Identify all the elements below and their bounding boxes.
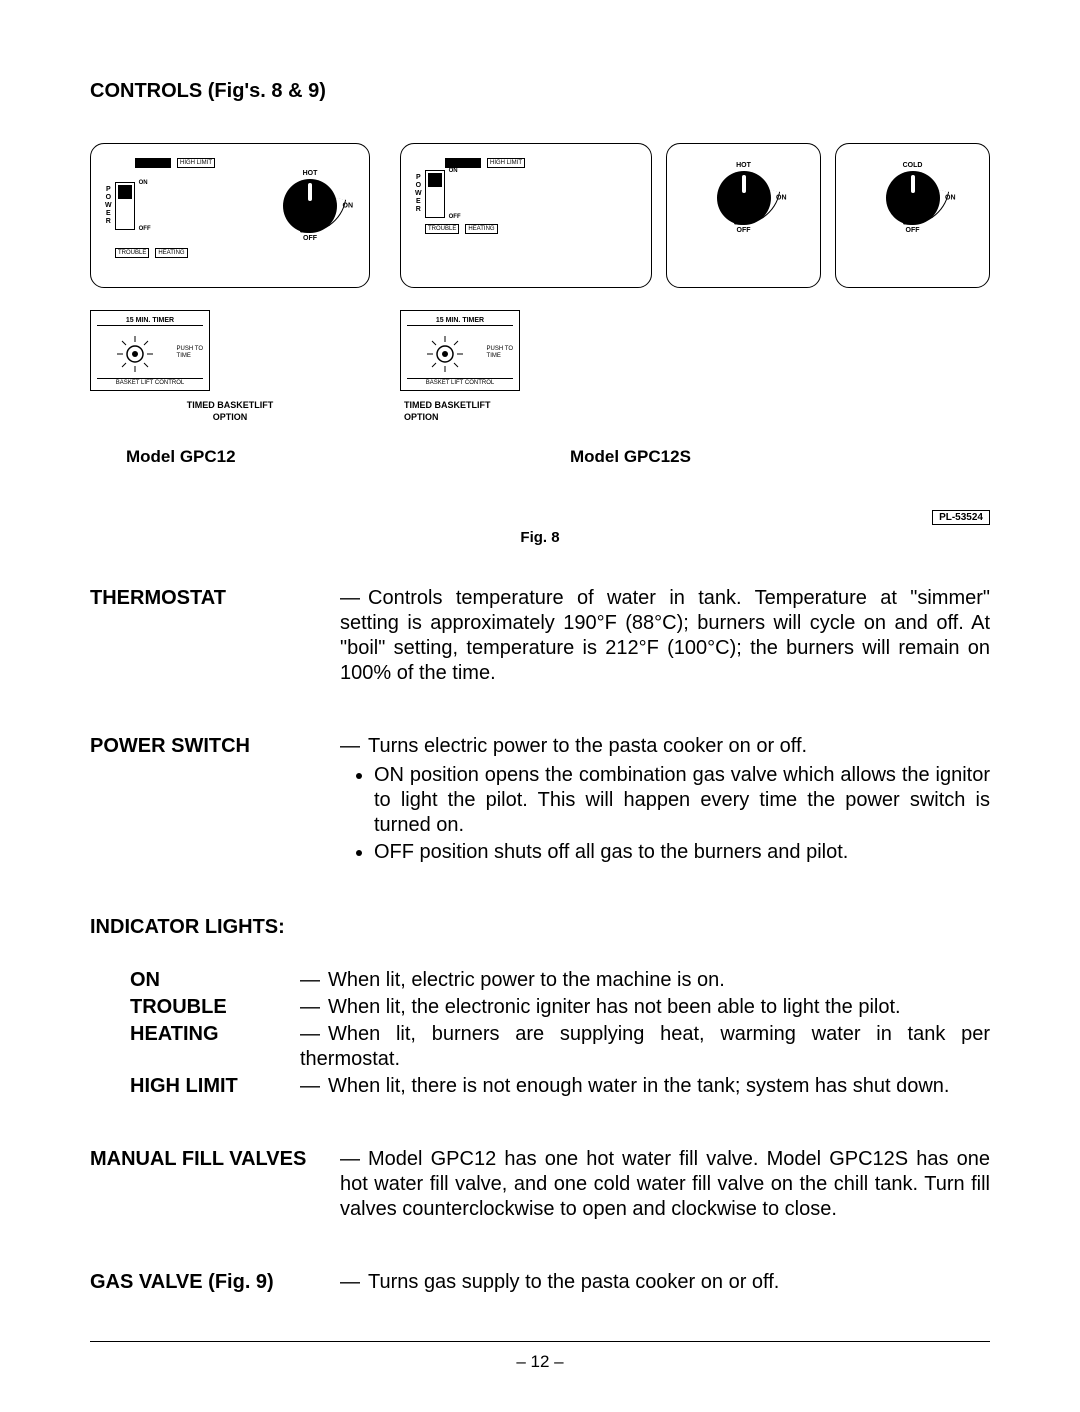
cold-knob-panel: COLD OFF ON	[835, 143, 990, 288]
ind-on-text: When lit, electric power to the machine …	[328, 969, 725, 991]
high-limit-label: HIGH LIMIT	[487, 158, 525, 168]
switch-off-label: OFF	[449, 214, 461, 220]
ind-heating-term: HEATING	[90, 1022, 300, 1047]
ind-trouble-term: TROUBLE	[90, 995, 300, 1020]
power-switch-term: POWER SWITCH	[90, 734, 340, 759]
timer-bottom-label: BASKET LIFT CONTROL	[97, 378, 203, 386]
timer-dial[interactable]	[113, 332, 157, 376]
trouble-label: TROUBLE	[115, 248, 149, 258]
timer-dial[interactable]	[423, 332, 467, 376]
switch-on-label: ON	[139, 180, 148, 186]
hot-label: HOT	[303, 170, 318, 177]
knob-off-label: OFF	[737, 227, 751, 234]
model-right-label: Model GPC12S	[570, 447, 990, 467]
power-switch-bullet-1: ON position opens the combination gas va…	[374, 763, 990, 838]
power-switch-bullet-2: OFF position shuts off all gas to the bu…	[374, 840, 990, 865]
model-left-label: Model GPC12	[126, 447, 370, 467]
page-number: – 12 –	[90, 1352, 990, 1372]
power-switch-text: Turns electric power to the pasta cooker…	[368, 735, 807, 757]
footer-divider	[90, 1341, 990, 1342]
indicator-lights-heading: INDICATOR LIGHTS:	[90, 915, 990, 940]
high-limit-label: HIGH LIMIT	[177, 158, 215, 168]
ind-highlimit-text: When lit, there is not enough water in t…	[328, 1075, 949, 1097]
gas-valve-term: GAS VALVE (Fig. 9)	[90, 1270, 340, 1295]
heating-label: HEATING	[155, 248, 187, 258]
gpc12s-timer-box: 15 MIN. TIMER	[400, 310, 520, 391]
ind-trouble-text: When lit, the electronic igniter has not…	[328, 996, 901, 1018]
ind-heating-text: When lit, burners are supplying heat, wa…	[300, 1023, 990, 1070]
timer-title: 15 MIN. TIMER	[407, 317, 513, 326]
timer-push-label: PUSH TO	[177, 346, 203, 353]
ind-on-term: ON	[90, 968, 300, 993]
gpc12-control-panel: HIGH LIMIT POWER ON OFF HOT OFF ON	[90, 143, 370, 288]
power-switch[interactable]	[425, 170, 445, 218]
arrow-curve	[733, 185, 779, 231]
timer-bottom-label: BASKET LIFT CONTROL	[407, 378, 513, 386]
manual-fill-term: MANUAL FILL VALVES	[90, 1147, 340, 1172]
cold-label: COLD	[903, 162, 923, 169]
power-vert-label: POWER	[415, 174, 422, 214]
gpc12s-control-panel: HIGH LIMIT POWER ON OFF TROUBLE HEATING	[400, 143, 652, 288]
option-label-1: TIMED BASKETLIFT	[404, 400, 491, 410]
option-label-1: TIMED BASKETLIFT	[187, 400, 274, 410]
arrow-curve	[902, 185, 948, 231]
timer-time-label: TIME	[177, 353, 203, 360]
gpc12-timer-box: 15 MIN. TIMER	[90, 310, 210, 391]
option-label-2: OPTION	[404, 412, 439, 422]
thermostat-term: THERMOSTAT	[90, 586, 340, 611]
section-title: CONTROLS (Fig's. 8 & 9)	[90, 80, 990, 103]
on-indicator	[445, 158, 481, 168]
timer-time-label: TIME	[487, 353, 513, 360]
heating-label: HEATING	[465, 224, 497, 234]
figure-8-panels: HIGH LIMIT POWER ON OFF HOT OFF ON	[90, 143, 990, 467]
ind-highlimit-term: HIGH LIMIT	[90, 1074, 300, 1099]
hot-label: HOT	[736, 162, 751, 169]
thermostat-text: Controls temperature of water in tank. T…	[340, 587, 990, 684]
knob-off-label: OFF	[906, 227, 920, 234]
power-vert-label: POWER	[105, 186, 112, 226]
gas-valve-text: Turns gas supply to the pasta cooker on …	[368, 1271, 779, 1293]
switch-on-label: ON	[449, 168, 458, 174]
switch-off-label: OFF	[139, 226, 151, 232]
on-indicator	[135, 158, 171, 168]
timer-title: 15 MIN. TIMER	[97, 317, 203, 326]
timer-push-label: PUSH TO	[487, 346, 513, 353]
trouble-label: TROUBLE	[425, 224, 459, 234]
option-label-2: OPTION	[213, 412, 248, 422]
pl-badge: PL-53524	[932, 510, 990, 525]
figure-caption: Fig. 8	[90, 529, 990, 546]
hot-knob-panel: HOT OFF ON	[666, 143, 821, 288]
manual-fill-text: Model GPC12 has one hot water fill valve…	[340, 1148, 990, 1220]
power-switch[interactable]	[115, 182, 135, 230]
arrow-curve	[300, 193, 346, 239]
knob-off-label: OFF	[303, 235, 317, 242]
